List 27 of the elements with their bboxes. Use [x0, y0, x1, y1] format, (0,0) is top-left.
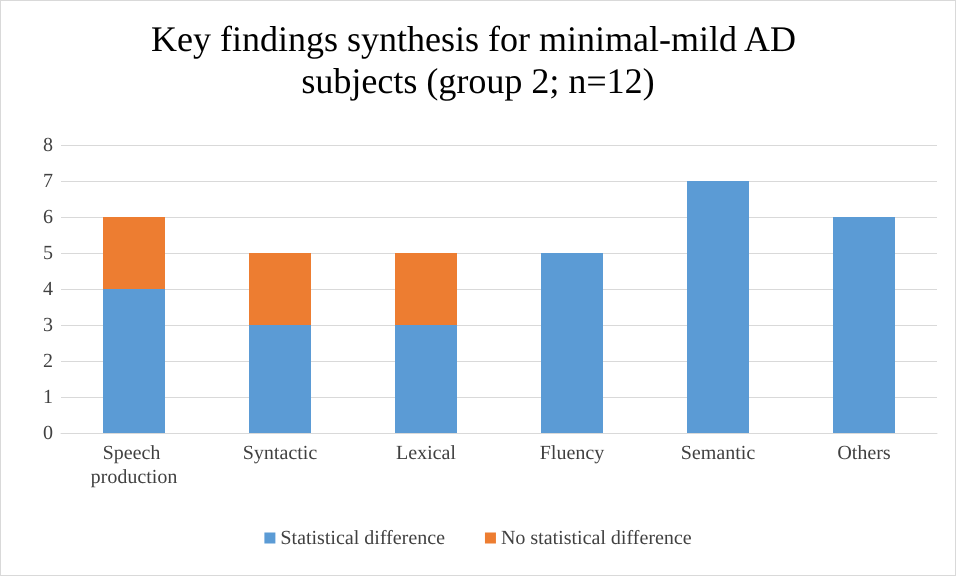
x-tick-label: Fluency	[540, 442, 604, 464]
y-tick-label: 5	[43, 242, 53, 264]
y-tick-label: 1	[43, 386, 53, 408]
y-tick-label: 2	[43, 350, 53, 372]
bar	[687, 181, 749, 433]
bar	[249, 253, 311, 325]
x-tick-label: Speech production	[90, 442, 178, 488]
chart-title: Key findings synthesis for minimal-mild AD subjects (group 2; n=12)	[151, 19, 805, 101]
y-tick-label: 6	[43, 206, 53, 228]
y-tick-label: 7	[43, 170, 53, 192]
legend-label: No statistical difference	[500, 527, 692, 549]
x-tick-label: Syntactic	[242, 442, 318, 464]
bar	[395, 325, 457, 433]
x-tick-label: Lexical	[396, 442, 456, 464]
y-tick-label: 3	[43, 314, 53, 336]
y-tick-label: 4	[43, 278, 53, 300]
y-tick-label: 8	[43, 134, 53, 156]
bar	[541, 253, 603, 433]
y-tick-label: 0	[43, 422, 53, 444]
x-tick-label: Others	[837, 442, 891, 464]
bar	[103, 217, 165, 289]
legend-label: Statistical difference	[280, 527, 446, 549]
bar	[395, 253, 457, 325]
x-tick-label: Semantic	[680, 442, 756, 464]
bar	[249, 325, 311, 433]
bar	[103, 289, 165, 433]
bar	[833, 217, 895, 433]
